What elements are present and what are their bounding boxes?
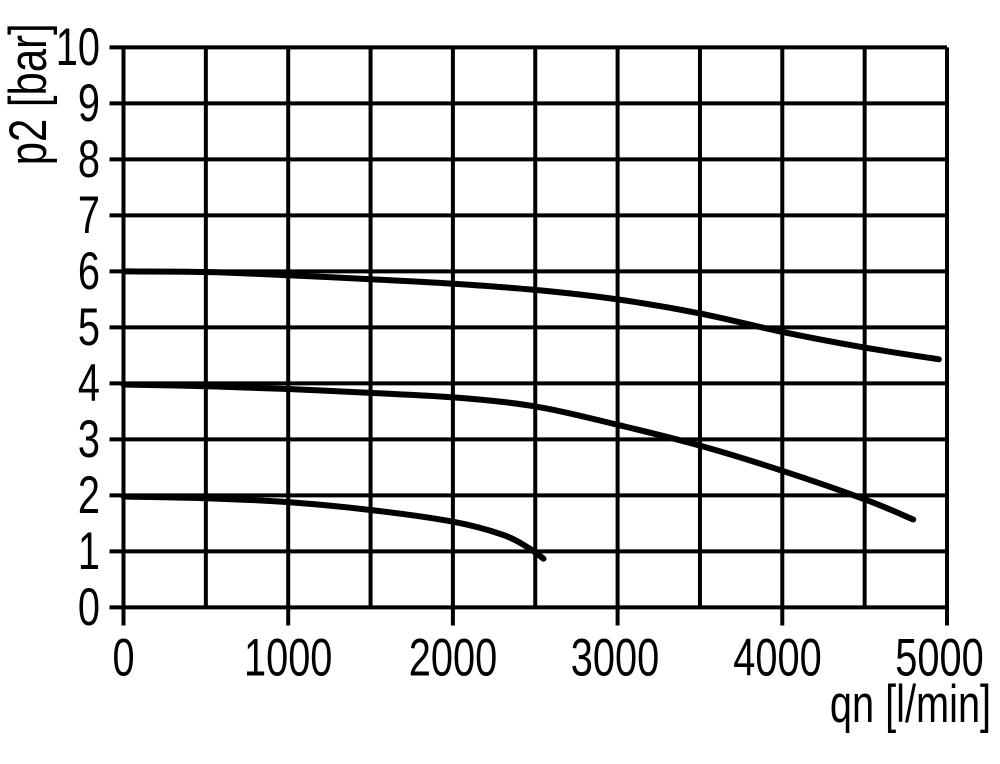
- svg-text:p2 [bar]: p2 [bar]: [0, 23, 58, 165]
- svg-text:5: 5: [78, 297, 100, 356]
- svg-text:3000: 3000: [571, 628, 659, 687]
- svg-text:qn [l/min]: qn [l/min]: [830, 674, 991, 733]
- svg-text:9: 9: [78, 73, 100, 132]
- svg-text:0: 0: [78, 577, 100, 636]
- svg-text:5000: 5000: [895, 628, 983, 687]
- svg-text:1000: 1000: [244, 628, 332, 687]
- svg-text:4000: 4000: [733, 628, 821, 687]
- svg-text:7: 7: [78, 185, 100, 244]
- svg-text:1: 1: [78, 521, 100, 580]
- svg-text:10: 10: [56, 17, 100, 76]
- svg-text:8: 8: [78, 129, 100, 188]
- svg-text:2: 2: [78, 465, 100, 524]
- svg-text:0: 0: [112, 628, 134, 687]
- svg-text:6: 6: [78, 241, 100, 300]
- svg-text:2000: 2000: [409, 628, 497, 687]
- svg-text:3: 3: [78, 409, 100, 468]
- svg-text:4: 4: [78, 353, 100, 412]
